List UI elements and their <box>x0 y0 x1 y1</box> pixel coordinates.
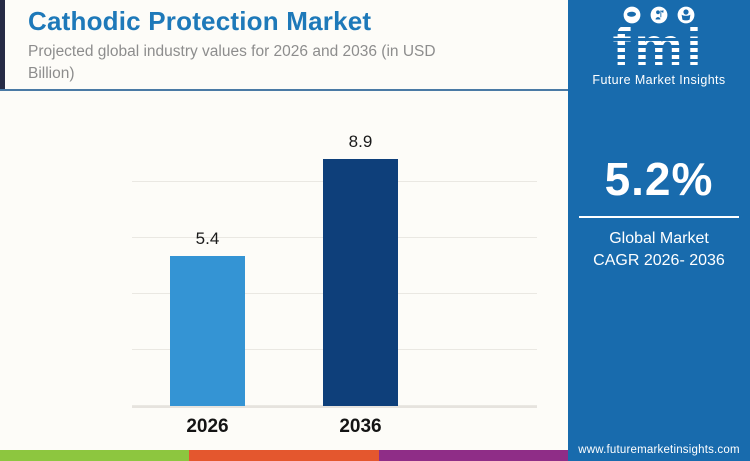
logo-tagline: Future Market Insights <box>592 73 726 87</box>
bar-chart-plot-area: 5.4 2026 8.9 2036 <box>132 128 537 437</box>
header-divider <box>0 89 568 91</box>
header: Cathodic Protection Market Projected glo… <box>28 6 548 85</box>
bar-group: 5.4 2026 <box>170 128 245 437</box>
person-flag-icon <box>650 6 668 24</box>
brand-sidebar: fmi Future Market Insights 5.2% Global M… <box>568 0 750 461</box>
person-globe-icon <box>677 6 695 24</box>
fmi-logo: fmi Future Market Insights <box>568 6 750 87</box>
page-subtitle: Projected global industry values for 202… <box>28 43 436 82</box>
cagr-divider <box>579 216 739 218</box>
bar-value-label: 8.9 <box>348 131 373 151</box>
x-axis-tick-label: 2026 <box>186 416 229 437</box>
stripe-segment-green <box>0 450 190 461</box>
bar <box>170 255 245 406</box>
left-accent-bar <box>0 0 5 91</box>
logo-icon-row <box>568 6 750 24</box>
stripe-segment-purple <box>378 450 568 461</box>
bar-value-label: 5.4 <box>195 228 220 248</box>
footer-color-stripe <box>0 450 568 461</box>
x-axis-tick-label: 2036 <box>339 416 382 437</box>
stripe-segment-orange <box>189 450 379 461</box>
bar <box>323 158 398 406</box>
cagr-value: 5.2% <box>604 153 714 205</box>
page-title: Cathodic Protection Market <box>28 6 372 36</box>
bar-group: 8.9 2036 <box>323 128 398 437</box>
website-url: www.futuremarketinsights.com <box>578 444 740 456</box>
chart-panel: Cathodic Protection Market Projected glo… <box>0 0 568 461</box>
cagr-label-line1: Global Market <box>609 230 709 247</box>
cagr-callout: 5.2% Global Market CAGR 2026- 2036 <box>568 152 750 271</box>
fmi-wordmark: fmi <box>612 17 706 77</box>
cagr-label-line2: CAGR 2026- 2036 <box>593 251 725 269</box>
map-icon <box>623 6 641 24</box>
